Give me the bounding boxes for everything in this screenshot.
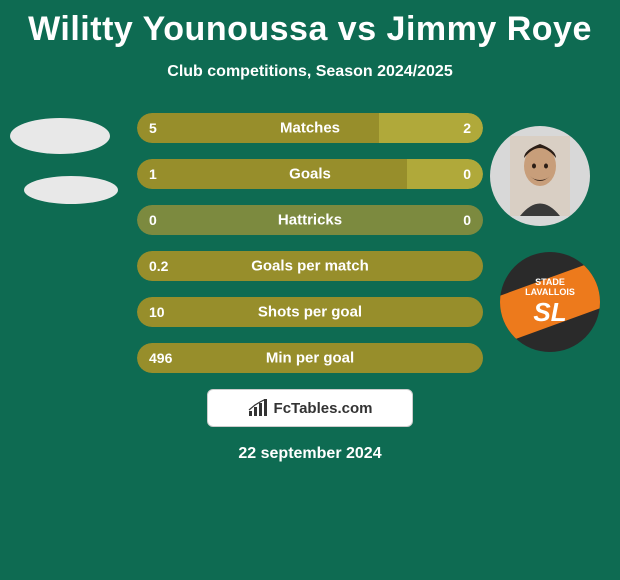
stat-metric-label: Min per goal bbox=[266, 350, 354, 367]
stat-value-left: 0.2 bbox=[149, 258, 168, 274]
player2-avatar bbox=[490, 126, 590, 226]
page-subtitle: Club competitions, Season 2024/2025 bbox=[0, 63, 620, 81]
fctables-watermark: FcTables.com bbox=[207, 389, 413, 427]
stat-value-left: 10 bbox=[149, 304, 165, 320]
stat-value-left: 0 bbox=[149, 212, 157, 228]
stat-value-right: 0 bbox=[463, 166, 471, 182]
player1-club-placeholder bbox=[24, 176, 118, 204]
stat-bar: 5 2 Matches bbox=[137, 113, 483, 143]
stat-value-left: 496 bbox=[149, 350, 172, 366]
stat-bar: 496 Min per goal bbox=[137, 343, 483, 373]
page-title: Wilitty Younoussa vs Jimmy Roye bbox=[0, 0, 620, 49]
stat-bars: 52Matches10Goals00Hattricks0.2Goals per … bbox=[137, 113, 483, 373]
stat-metric-label: Hattricks bbox=[278, 212, 342, 229]
fctables-icon bbox=[248, 399, 268, 417]
stat-value-left: 1 bbox=[149, 166, 157, 182]
stat-bar: 0 0 Hattricks bbox=[137, 205, 483, 235]
stat-metric-label: Shots per goal bbox=[258, 304, 362, 321]
stat-bar: 1 0 Goals bbox=[137, 159, 483, 189]
stat-value-right: 2 bbox=[463, 120, 471, 136]
infographic-date: 22 september 2024 bbox=[0, 445, 620, 463]
stat-bar: 0.2 Goals per match bbox=[137, 251, 483, 281]
stat-bar-fill-left bbox=[137, 113, 379, 143]
player1-avatar-placeholder bbox=[10, 118, 110, 154]
stat-bar: 10 Shots per goal bbox=[137, 297, 483, 327]
stat-metric-label: Goals bbox=[289, 166, 331, 183]
club-badge-initials: SL bbox=[533, 298, 566, 327]
person-icon bbox=[510, 136, 570, 216]
stat-metric-label: Matches bbox=[280, 120, 340, 137]
fctables-label: FcTables.com bbox=[274, 400, 373, 417]
club-badge-content: STADE LAVALLOIS SL bbox=[500, 252, 600, 352]
stat-value-right: 0 bbox=[463, 212, 471, 228]
stat-bar-fill-left bbox=[137, 159, 407, 189]
player2-club-badge: STADE LAVALLOIS SL bbox=[500, 252, 600, 352]
stat-bar-fill-right bbox=[407, 159, 483, 189]
stat-value-left: 5 bbox=[149, 120, 157, 136]
stat-metric-label: Goals per match bbox=[251, 258, 369, 275]
comparison-infographic: Wilitty Younoussa vs Jimmy Roye Club com… bbox=[0, 0, 620, 580]
